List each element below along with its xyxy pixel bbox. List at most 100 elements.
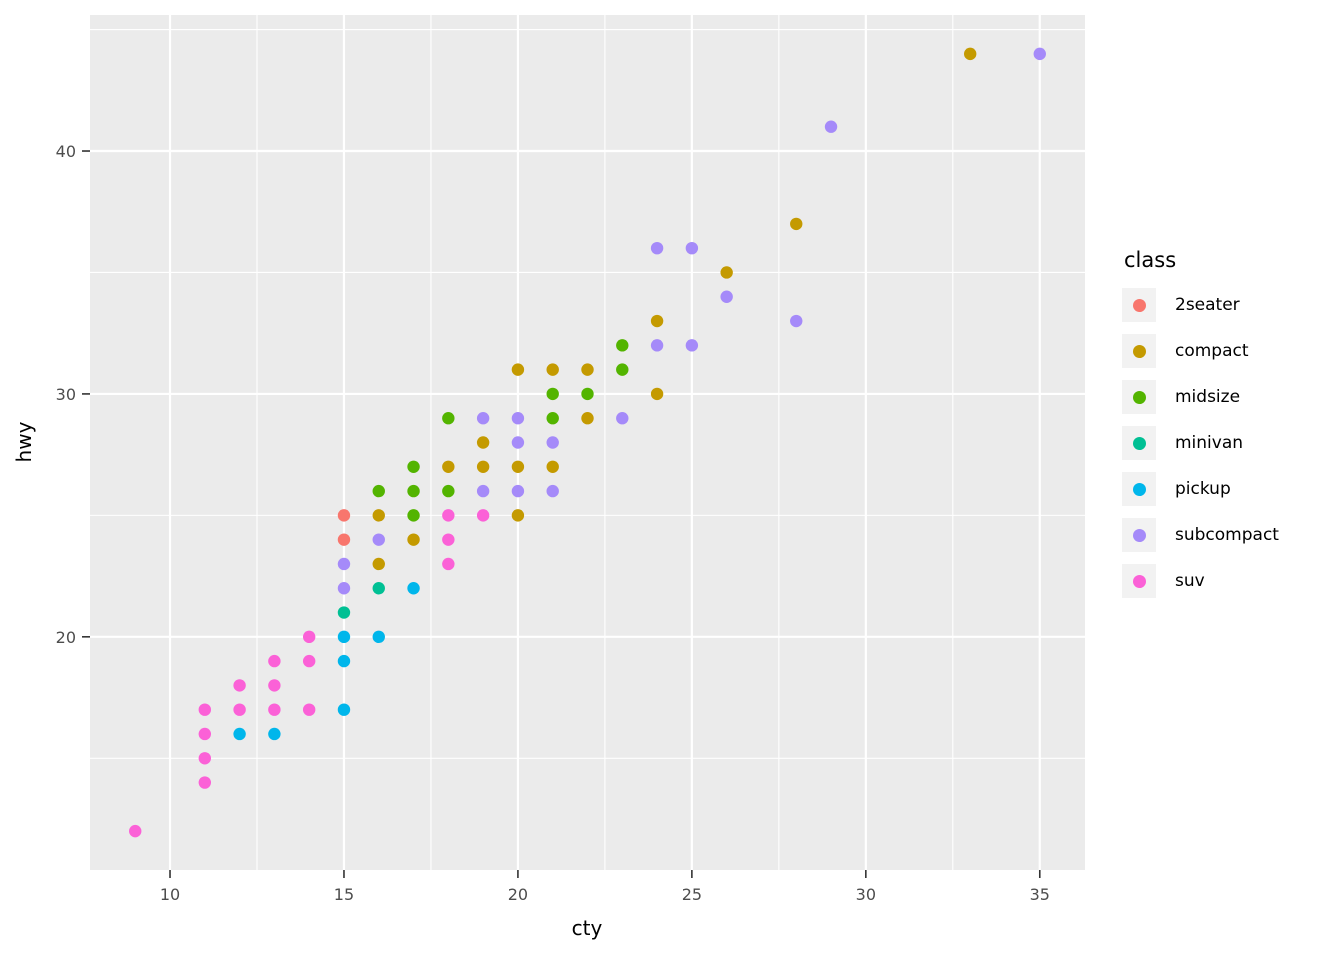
data-point-subcompact: [616, 412, 629, 425]
data-point-compact: [790, 217, 803, 231]
data-point-subcompact: [1033, 47, 1046, 61]
legend-dot-icon: [1132, 298, 1146, 312]
data-point-pickup: [268, 727, 281, 741]
data-point-suv: [198, 752, 212, 765]
data-point-compact: [511, 363, 525, 376]
data-point-suv: [233, 703, 246, 716]
data-point-compact: [442, 460, 455, 473]
legend-item-subcompact: subcompact: [1122, 518, 1279, 552]
data-point-compact: [581, 363, 594, 376]
y-axis-tick-label: 20: [56, 628, 76, 647]
data-point-compact: [511, 460, 525, 473]
legend-label: 2seater: [1175, 295, 1240, 315]
data-point-pickup: [407, 582, 420, 595]
data-point-suv: [442, 533, 455, 546]
x-axis-tick-label: 25: [682, 885, 702, 904]
legend-item-midsize: midsize: [1122, 380, 1279, 414]
data-point-midsize: [546, 387, 559, 401]
data-point-compact: [476, 436, 490, 449]
data-point-midsize: [407, 484, 420, 498]
x-axis-tick-label: 20: [508, 885, 528, 904]
data-point-midsize: [616, 339, 629, 352]
data-point-midsize: [581, 387, 594, 401]
data-point-midsize: [546, 412, 559, 425]
legend: class 2seater compact midsize minivan pi…: [1122, 248, 1279, 610]
data-point-subcompact: [650, 339, 664, 352]
data-point-subcompact: [685, 339, 699, 352]
legend-dot-icon: [1132, 436, 1146, 450]
data-point-suv: [302, 703, 316, 716]
data-point-suv: [268, 703, 281, 716]
data-point-minivan: [337, 606, 351, 619]
y-axis-tick-label: 40: [56, 142, 76, 161]
data-point-subcompact: [720, 290, 733, 303]
data-point-subcompact: [372, 533, 385, 546]
data-point-subcompact: [650, 241, 664, 255]
data-point-compact: [720, 266, 733, 279]
data-point-subcompact: [476, 412, 490, 425]
data-point-suv: [302, 654, 316, 668]
data-point-pickup: [337, 630, 351, 644]
legend-item-minivan: minivan: [1122, 426, 1279, 460]
data-point-midsize: [616, 363, 629, 376]
data-point-midsize: [442, 484, 455, 498]
data-point-suv: [129, 824, 142, 838]
legend-dot-icon: [1132, 390, 1146, 404]
data-point-suv: [268, 654, 281, 668]
legend-label: minivan: [1175, 433, 1244, 453]
legend-key-swatch: [1122, 564, 1156, 598]
data-point-midsize: [407, 509, 420, 522]
legend-label: pickup: [1175, 479, 1231, 499]
data-point-midsize: [372, 484, 385, 498]
y-axis-title: hwy: [12, 421, 36, 463]
data-point-2seater: [337, 533, 351, 546]
legend-key-swatch: [1122, 334, 1156, 368]
x-axis-title: cty: [571, 916, 603, 940]
y-axis-tick-label: 30: [56, 385, 76, 404]
legend-dot-icon: [1132, 344, 1146, 358]
data-point-suv: [198, 776, 212, 789]
legend-label: midsize: [1175, 387, 1241, 407]
data-point-pickup: [233, 727, 246, 741]
data-point-compact: [372, 557, 385, 571]
legend-item-suv: suv: [1122, 564, 1279, 598]
x-axis-tick-label: 35: [1030, 885, 1050, 904]
legend-dot-icon: [1132, 574, 1146, 588]
data-point-subcompact: [546, 436, 559, 449]
legend-key-swatch: [1122, 288, 1156, 322]
data-point-subcompact: [824, 120, 838, 133]
legend-item-compact: compact: [1122, 334, 1279, 368]
data-point-suv: [233, 679, 246, 692]
data-point-compact: [963, 47, 977, 61]
data-point-minivan: [372, 582, 385, 595]
data-point-midsize: [442, 412, 455, 425]
data-point-subcompact: [511, 436, 525, 449]
data-point-compact: [650, 387, 664, 401]
data-point-suv: [268, 679, 281, 692]
data-point-subcompact: [546, 484, 559, 498]
x-axis-tick-label: 30: [856, 885, 876, 904]
data-point-compact: [546, 363, 559, 376]
plot-panel: [90, 15, 1085, 870]
data-point-compact: [546, 460, 559, 473]
data-point-subcompact: [476, 484, 490, 498]
legend-key-swatch: [1122, 426, 1156, 460]
data-point-subcompact: [511, 484, 525, 498]
legend-dot-icon: [1132, 528, 1146, 542]
legend-label: compact: [1175, 341, 1249, 361]
legend-key-swatch: [1122, 518, 1156, 552]
data-point-2seater: [337, 509, 351, 522]
x-axis-tick-label: 10: [160, 885, 180, 904]
legend-label: subcompact: [1175, 525, 1279, 545]
data-point-subcompact: [685, 241, 699, 255]
data-point-pickup: [372, 630, 385, 644]
data-point-suv: [442, 557, 455, 571]
legend-title: class: [1124, 248, 1177, 272]
data-point-subcompact: [790, 314, 803, 328]
data-point-compact: [581, 412, 594, 425]
data-point-compact: [476, 460, 490, 473]
data-point-compact: [407, 533, 420, 546]
legend-label: suv: [1175, 571, 1205, 591]
